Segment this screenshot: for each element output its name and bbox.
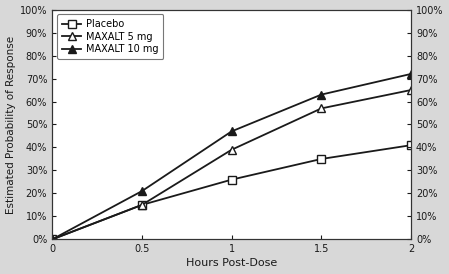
MAXALT 5 mg — [49, 238, 55, 241]
MAXALT 5 mg — [319, 107, 324, 110]
Line: MAXALT 10 mg: MAXALT 10 mg — [48, 70, 415, 244]
Legend: Placebo, MAXALT 5 mg, MAXALT 10 mg: Placebo, MAXALT 5 mg, MAXALT 10 mg — [57, 15, 163, 59]
MAXALT 10 mg — [49, 238, 55, 241]
Line: Placebo: Placebo — [48, 141, 415, 243]
Line: MAXALT 5 mg: MAXALT 5 mg — [48, 86, 415, 244]
Placebo — [139, 203, 145, 207]
MAXALT 5 mg — [229, 148, 234, 152]
Placebo — [319, 157, 324, 161]
Placebo — [49, 238, 55, 241]
MAXALT 10 mg — [229, 130, 234, 133]
X-axis label: Hours Post-Dose: Hours Post-Dose — [186, 258, 277, 269]
Y-axis label: Estimated Probability of Response: Estimated Probability of Response — [5, 35, 16, 213]
MAXALT 5 mg — [409, 88, 414, 92]
MAXALT 10 mg — [139, 190, 145, 193]
Placebo — [409, 144, 414, 147]
MAXALT 10 mg — [319, 93, 324, 96]
Placebo — [229, 178, 234, 181]
MAXALT 5 mg — [139, 203, 145, 207]
MAXALT 10 mg — [409, 72, 414, 76]
